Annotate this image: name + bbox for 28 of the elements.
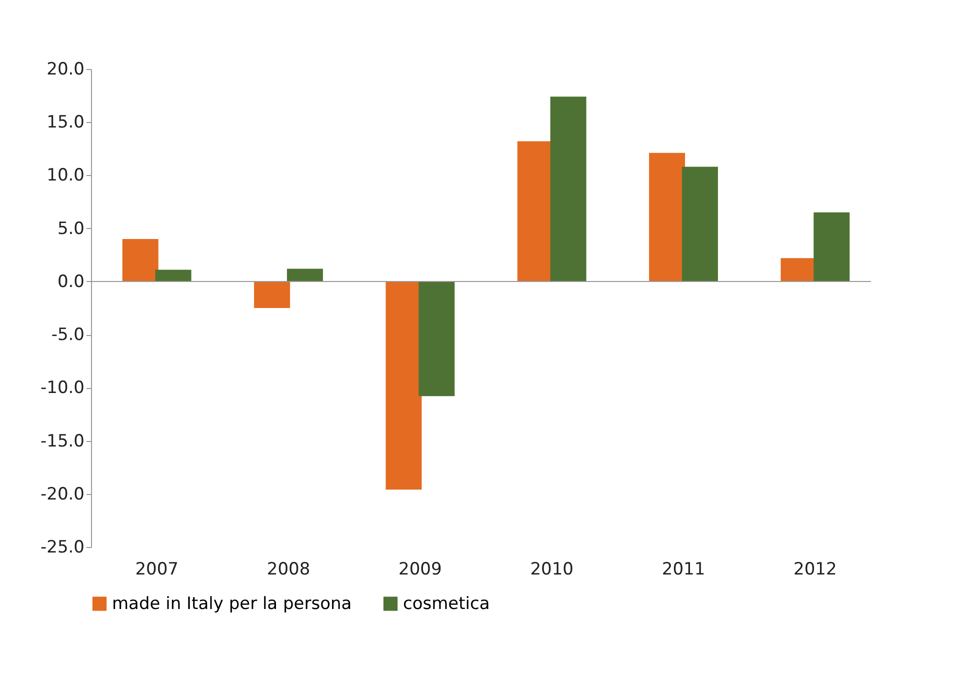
- bar: [122, 238, 158, 282]
- bar: [649, 152, 686, 282]
- x-tick-label: 2009: [398, 560, 442, 580]
- y-tick-label: -25.0: [40, 538, 84, 558]
- bar: [155, 270, 192, 282]
- x-tick-label: 2011: [662, 560, 706, 580]
- bar: [254, 281, 290, 308]
- x-tick-label: 2008: [266, 560, 310, 580]
- x-tick-label: 2012: [794, 560, 837, 580]
- y-tick-label: 15.0: [46, 112, 84, 133]
- legend-label: made in Italy per la persona: [112, 594, 352, 614]
- y-tick-label: -10.0: [40, 378, 84, 398]
- y-tick-label: 20.0: [46, 60, 84, 80]
- y-tick-label: 0.0: [57, 272, 84, 292]
- bar: [814, 212, 850, 282]
- y-tick-label: 5.0: [57, 218, 84, 239]
- bar: [682, 166, 718, 282]
- x-tick-label: 2010: [530, 560, 574, 580]
- x-tick-label: 2007: [135, 560, 178, 580]
- y-tick-label: -15.0: [40, 431, 84, 452]
- bar: [386, 281, 422, 490]
- bar: [286, 268, 323, 282]
- bar: [418, 281, 455, 396]
- y-tick-label: -20.0: [40, 484, 84, 504]
- bar: [550, 96, 586, 282]
- y-tick-label: -5.0: [51, 325, 84, 346]
- y-tick-label: 10.0: [46, 166, 84, 186]
- legend-label: cosmetica: [403, 594, 490, 614]
